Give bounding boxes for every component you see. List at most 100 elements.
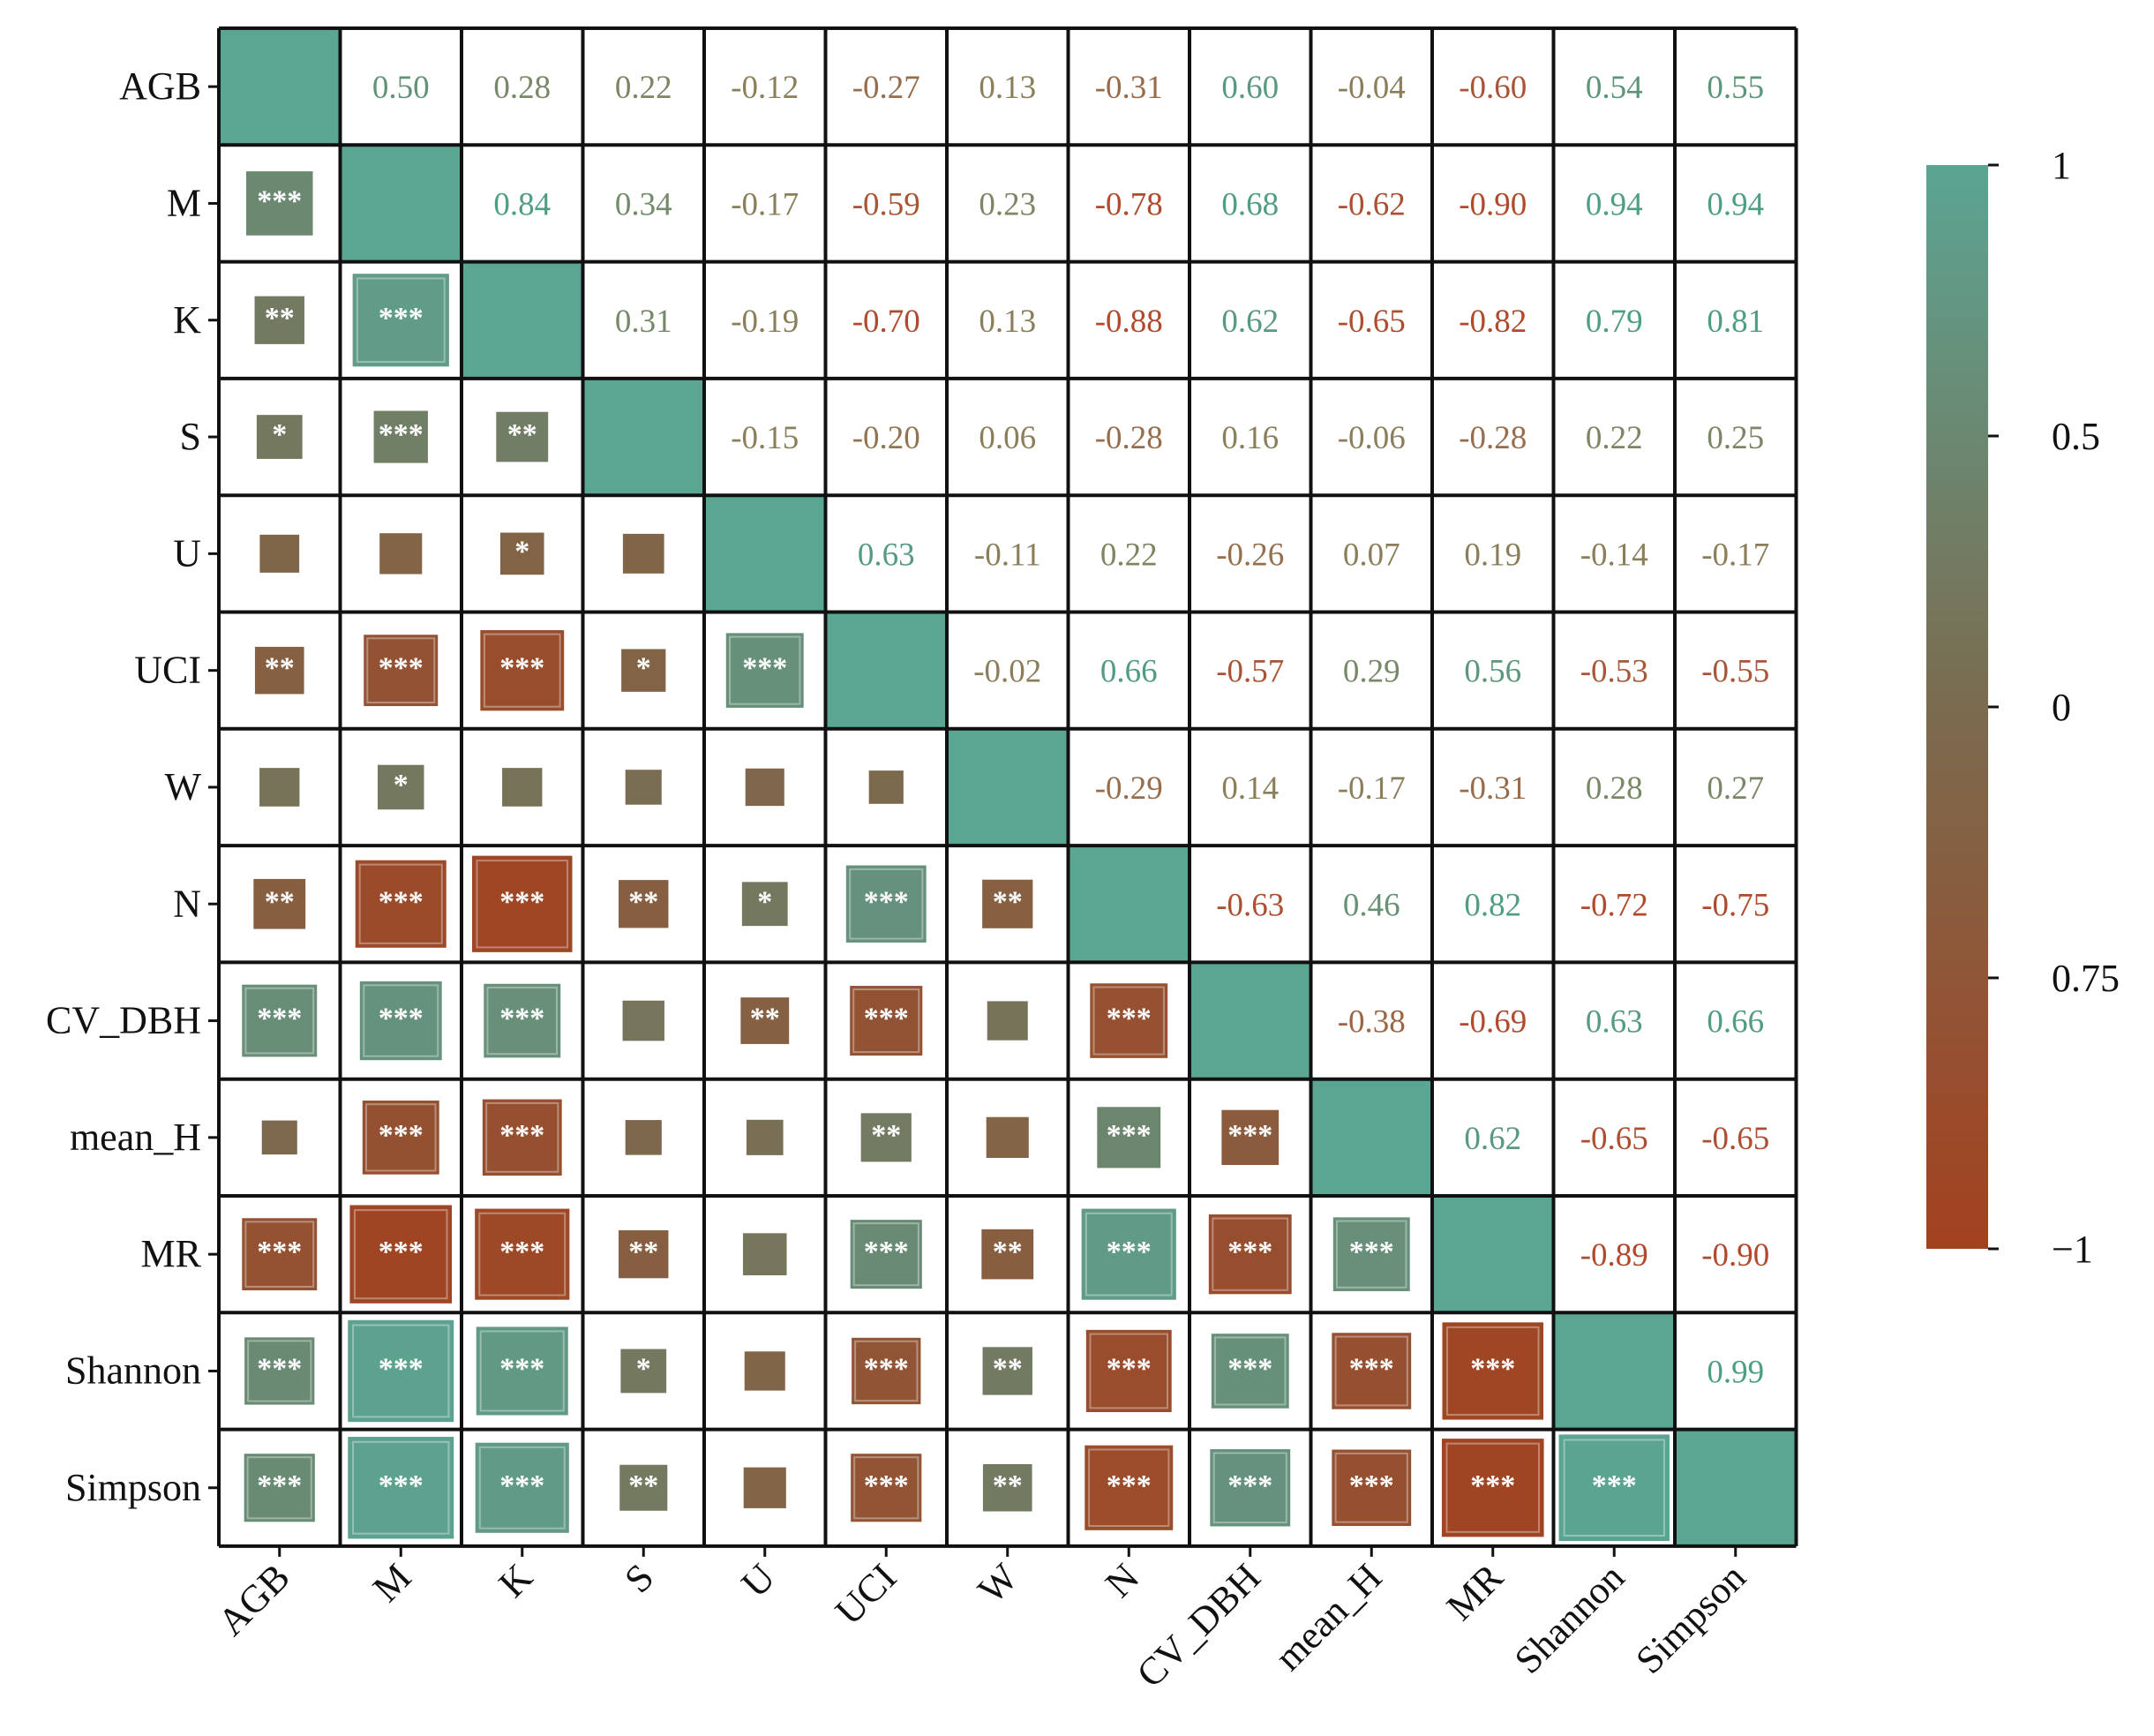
x-tick-label-MR: MR	[1438, 1555, 1512, 1629]
x-tick-label-K: K	[491, 1555, 541, 1605]
corr-square-outline-MR-AGB	[244, 1221, 315, 1288]
diagonal-cell-UCI	[825, 612, 947, 729]
corr-square-N-S	[619, 880, 669, 928]
corr-square-N-UCI	[845, 865, 927, 943]
corr-square-outline-MR-mean_H	[1335, 1220, 1407, 1289]
corr-square-W-K	[502, 768, 543, 807]
corr-value-CV_DBH-Shannon: 0.63	[1586, 1004, 1643, 1041]
corr-value-AGB-U: -0.12	[731, 70, 799, 106]
corr-square-MR-M	[349, 1205, 453, 1304]
corr-square-W-S	[625, 770, 662, 805]
significance-stars-MR-S: **	[628, 1236, 658, 1268]
corr-square-outline-CV_DBH-UCI	[852, 988, 920, 1054]
corr-value-mean_H-Shannon: -0.65	[1580, 1121, 1648, 1157]
significance-stars-Simpson-W: **	[993, 1469, 1023, 1502]
corr-square-outline-N-UCI	[849, 868, 924, 940]
corr-square-W-M	[377, 764, 424, 810]
significance-stars-N-U: *	[757, 885, 772, 918]
significance-stars-UCI-M: ***	[379, 652, 424, 685]
significance-stars-CV_DBH-AGB: ***	[257, 1003, 302, 1035]
y-tick-label-AGB: AGB	[119, 64, 201, 108]
corr-value-K-Shannon: 0.79	[1586, 304, 1643, 340]
corr-square-mean_H-AGB	[261, 1120, 297, 1155]
corr-square-Shannon-MR	[1442, 1322, 1544, 1420]
corr-value-AGB-S: 0.22	[615, 70, 672, 106]
corr-value-S-UCI: -0.20	[852, 420, 920, 456]
corr-value-CV_DBH-Simpson: 0.66	[1707, 1004, 1764, 1041]
corr-square-Shannon-S	[620, 1349, 667, 1394]
corr-value-UCI-W: -0.02	[973, 654, 1041, 690]
corr-square-outline-Shannon-M	[352, 1324, 450, 1418]
significance-stars-Shannon-AGB: ***	[257, 1352, 302, 1385]
corr-value-M-CV_DBH: 0.68	[1221, 186, 1279, 222]
significance-stars-Shannon-M: ***	[379, 1352, 424, 1385]
corr-square-outline-CV_DBH-K	[486, 986, 559, 1056]
corr-square-outline-UCI-K	[483, 633, 561, 708]
corr-square-N-U	[741, 882, 788, 927]
significance-stars-MR-UCI: ***	[864, 1236, 909, 1268]
significance-stars-N-S: **	[628, 885, 658, 918]
significance-stars-CV_DBH-N: ***	[1107, 1003, 1152, 1035]
corr-square-UCI-M	[364, 635, 439, 707]
y-tick-label-W: W	[164, 765, 201, 808]
colorbar-tick-label: −1	[2052, 1228, 2093, 1271]
corr-square-mean_H-K	[482, 1099, 562, 1176]
corr-square-outline-Shannon-N	[1089, 1333, 1169, 1409]
colorbar-gradient	[1926, 165, 1988, 1249]
corr-value-AGB-CV_DBH: 0.60	[1221, 70, 1279, 106]
corr-value-MR-Shannon: -0.89	[1580, 1237, 1648, 1274]
corr-value-UCI-MR: 0.56	[1464, 654, 1521, 690]
corr-square-N-AGB	[253, 878, 306, 929]
significance-stars-MR-M: ***	[379, 1236, 424, 1268]
significance-stars-MR-K: ***	[499, 1236, 544, 1268]
corr-square-M-AGB	[246, 171, 313, 236]
corr-square-U-AGB	[259, 534, 300, 573]
corr-value-MR-Simpson: -0.90	[1701, 1237, 1769, 1274]
x-tick-label-W: W	[970, 1555, 1026, 1612]
corr-value-UCI-Simpson: -0.55	[1701, 654, 1769, 690]
corr-value-UCI-CV_DBH: -0.57	[1216, 654, 1284, 690]
diagonal-cell-U	[704, 495, 826, 612]
corr-square-Shannon-N	[1085, 1329, 1172, 1413]
significance-stars-Shannon-K: ***	[499, 1352, 544, 1385]
corr-square-mean_H-CV_DBH	[1221, 1109, 1280, 1166]
corr-value-UCI-Shannon: -0.53	[1580, 654, 1648, 690]
corr-square-Simpson-U	[743, 1467, 786, 1508]
corr-square-Simpson-W	[982, 1463, 1032, 1512]
x-tick-label-UCI: UCI	[827, 1555, 904, 1633]
corr-value-W-Shannon: 0.28	[1586, 770, 1643, 807]
significance-stars-U-K: *	[514, 535, 529, 567]
x-tick-label-AGB: AGB	[209, 1555, 297, 1643]
corr-square-outline-CV_DBH-M	[363, 984, 439, 1057]
corr-square-Simpson-CV_DBH	[1210, 1449, 1291, 1527]
corr-value-S-MR: -0.28	[1459, 420, 1527, 456]
corr-square-outline-Simpson-M	[352, 1440, 450, 1535]
significance-stars-M-AGB: ***	[257, 184, 302, 217]
corr-square-MR-S	[619, 1230, 669, 1279]
corr-value-W-mean_H: -0.17	[1338, 770, 1406, 807]
corr-square-W-U	[745, 768, 784, 807]
corr-square-outline-mean_H-M	[364, 1103, 437, 1172]
corr-square-outline-Simpson-mean_H	[1334, 1452, 1408, 1523]
corr-square-Simpson-M	[348, 1437, 454, 1539]
corr-square-outline-Shannon-MR	[1445, 1326, 1540, 1417]
corr-square-W-UCI	[868, 770, 904, 804]
x-tick-label-N: N	[1097, 1555, 1147, 1605]
significance-stars-N-W: **	[993, 885, 1023, 918]
corr-value-S-Simpson: 0.25	[1707, 420, 1764, 456]
corr-square-Simpson-UCI	[851, 1454, 922, 1522]
corr-value-N-MR: 0.82	[1464, 887, 1521, 923]
significance-stars-N-UCI: ***	[864, 885, 909, 918]
corr-square-MR-N	[1081, 1208, 1176, 1300]
corr-square-W-AGB	[259, 768, 300, 807]
corr-square-MR-CV_DBH	[1208, 1214, 1292, 1295]
corr-square-outline-Shannon-AGB	[247, 1340, 312, 1402]
corr-square-Shannon-U	[744, 1351, 785, 1391]
corr-square-outline-MR-K	[478, 1212, 567, 1296]
y-tick-label-S: S	[180, 415, 201, 458]
colorbar-tick-label: 0	[2052, 686, 2071, 729]
corr-value-M-N: -0.78	[1095, 186, 1163, 222]
significance-stars-Simpson-S: **	[628, 1469, 658, 1502]
corr-value-AGB-N: -0.31	[1095, 70, 1163, 106]
